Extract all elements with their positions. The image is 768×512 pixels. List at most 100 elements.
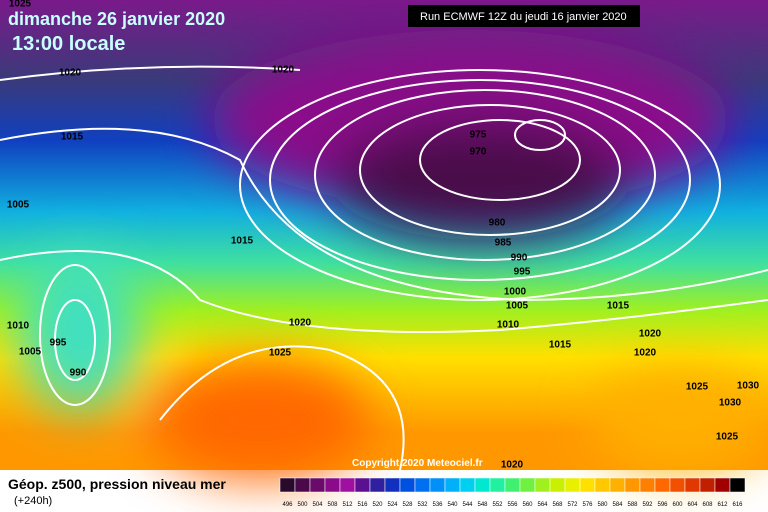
colorbar-cell xyxy=(474,477,491,493)
colorbar-cell xyxy=(549,477,566,493)
colorbar-cell xyxy=(399,477,416,493)
isobar-label: 1015 xyxy=(607,301,630,312)
colorbar-label: 516 xyxy=(357,502,368,508)
time: 13:00 locale xyxy=(12,33,125,55)
colorbar-cell xyxy=(729,477,746,493)
colorbar-label: 608 xyxy=(702,502,713,508)
colorbar-label: 604 xyxy=(687,502,698,508)
colorbar-label: 532 xyxy=(417,502,428,508)
colorbar-cell xyxy=(489,477,506,493)
colorbar-cell xyxy=(354,477,371,493)
lead-time: (+240h) xyxy=(14,495,52,507)
colorbar-label: 500 xyxy=(297,502,308,508)
colorbar-cell xyxy=(414,477,431,493)
isobar-label: 1020 xyxy=(272,65,295,76)
colorbar-label: 568 xyxy=(552,502,563,508)
colorbar-cell xyxy=(324,477,341,493)
isobar-label: 1020 xyxy=(59,68,82,79)
colorbar-cell xyxy=(669,477,686,493)
isobar-label: 1010 xyxy=(497,320,520,331)
colorbar-label: 616 xyxy=(732,502,743,508)
colorbar-label: 524 xyxy=(387,502,398,508)
colorbar-label: 592 xyxy=(642,502,653,508)
colorbar-label: 556 xyxy=(507,502,518,508)
map-title: Géop. z500, pression niveau mer xyxy=(8,476,226,492)
colorbar-cell xyxy=(444,477,461,493)
colorbar-label: 612 xyxy=(717,502,728,508)
colorbar-label: 576 xyxy=(582,502,593,508)
colorbar-label: 572 xyxy=(567,502,578,508)
isobar-label: 980 xyxy=(489,218,506,229)
isobar-label: 970 xyxy=(470,147,487,158)
colorbar-cell xyxy=(699,477,716,493)
colorbar-label: 584 xyxy=(612,502,623,508)
isobar-label: 1025 xyxy=(269,348,292,359)
colorbar-cell xyxy=(594,477,611,493)
isobar-label: 995 xyxy=(50,338,67,349)
isobar-label: 995 xyxy=(514,267,531,278)
run-info: Run ECMWF 12Z du jeudi 16 janvier 2020 xyxy=(420,11,627,23)
colorbar-label: 504 xyxy=(312,502,323,508)
isobar-label: 1005 xyxy=(506,301,529,312)
colorbar-label: 552 xyxy=(492,502,503,508)
isobar-label: 1020 xyxy=(634,348,657,359)
colorbar-label: 560 xyxy=(522,502,533,508)
isobars xyxy=(0,65,768,471)
colorbar-label: 588 xyxy=(627,502,638,508)
isobar-label: 1020 xyxy=(501,460,524,471)
colorbar-cell xyxy=(279,477,296,493)
isobar-labels: 1025 1020 1020 1015 1005 1015 1010 995 1005 990 10… xyxy=(7,0,760,471)
colorbar-label: 536 xyxy=(432,502,443,508)
colorbar-cell xyxy=(579,477,596,493)
colorbar-label: 544 xyxy=(462,502,473,508)
isobar-label: 1030 xyxy=(737,381,760,392)
colorbar-label: 496 xyxy=(282,502,293,508)
colorbar-cell xyxy=(564,477,581,493)
run-box xyxy=(408,5,640,27)
isobar-label: 1000 xyxy=(504,287,527,298)
colorbar-cell xyxy=(519,477,536,493)
colorbar-cell xyxy=(429,477,446,493)
colorbar: 496 500 504 508 512 516 520 524 528 532 536 540 544 5… xyxy=(279,477,746,508)
colorbar-cell xyxy=(294,477,311,493)
isobar-label: 1015 xyxy=(231,236,254,247)
colorbar-label: 512 xyxy=(342,502,353,508)
colorbar-cell xyxy=(534,477,551,493)
isobar-label: 1020 xyxy=(289,318,312,329)
colorbar-cell xyxy=(684,477,701,493)
colorbar-label: 596 xyxy=(657,502,668,508)
copyright: Copyright 2020 Meteociel.fr xyxy=(352,458,483,469)
colorbar-label: 520 xyxy=(372,502,383,508)
colorbar-label: 600 xyxy=(672,502,683,508)
isobar-label: 1025 xyxy=(716,432,739,443)
colorbar-label: 580 xyxy=(597,502,608,508)
colorbar-cell xyxy=(384,477,401,493)
isobar-label: 1015 xyxy=(549,340,572,351)
isobar-label: 1025 xyxy=(9,0,32,10)
colorbar-cell xyxy=(639,477,656,493)
colorbar-cell xyxy=(339,477,356,493)
isobar-label: 1020 xyxy=(639,329,662,340)
isobar-label: 1005 xyxy=(7,200,30,211)
colorbar-cell xyxy=(369,477,386,493)
colorbar-label: 548 xyxy=(477,502,488,508)
isobar-label: 990 xyxy=(70,368,87,379)
isobar-label: 1015 xyxy=(61,132,84,143)
isobar-label: 975 xyxy=(470,130,487,141)
isobar-label: 990 xyxy=(511,253,528,264)
isobar-label: 1005 xyxy=(19,347,42,358)
colorbar-cell xyxy=(309,477,326,493)
colorbar-cell xyxy=(609,477,626,493)
colorbar-label: 564 xyxy=(537,502,548,508)
colorbar-label: 540 xyxy=(447,502,458,508)
colorbar-cell xyxy=(624,477,641,493)
isobar-label: 985 xyxy=(495,238,512,249)
colorbar-cell xyxy=(714,477,731,493)
isobar-label: 1025 xyxy=(686,382,709,393)
map xyxy=(0,0,768,480)
isobar-label: 1010 xyxy=(7,321,30,332)
colorbar-cell xyxy=(654,477,671,493)
colorbar-cell xyxy=(504,477,521,493)
colorbar-cell xyxy=(459,477,476,493)
